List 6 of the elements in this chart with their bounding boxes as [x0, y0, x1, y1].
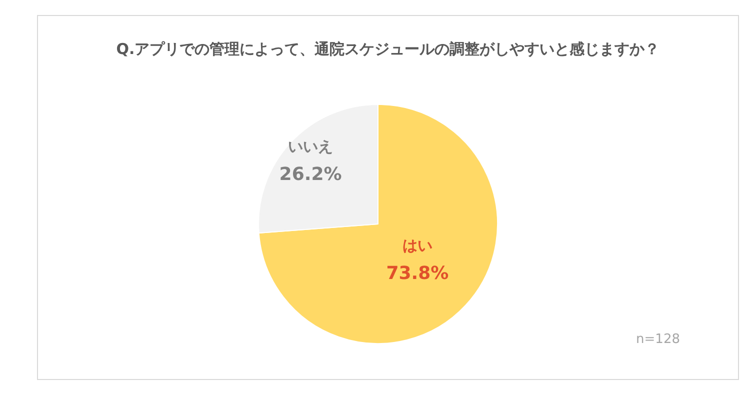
data-label: 73.8%: [386, 263, 449, 284]
slice-label: はい: [402, 236, 432, 254]
slice-label: いいえ: [288, 137, 334, 156]
text: n=128: [636, 332, 680, 347]
chart-title: Q.アプリでの管理によって、通院スケジュールの調整がしやすいと感じますか？: [115, 40, 661, 59]
data-label: 26.2%: [279, 164, 342, 186]
